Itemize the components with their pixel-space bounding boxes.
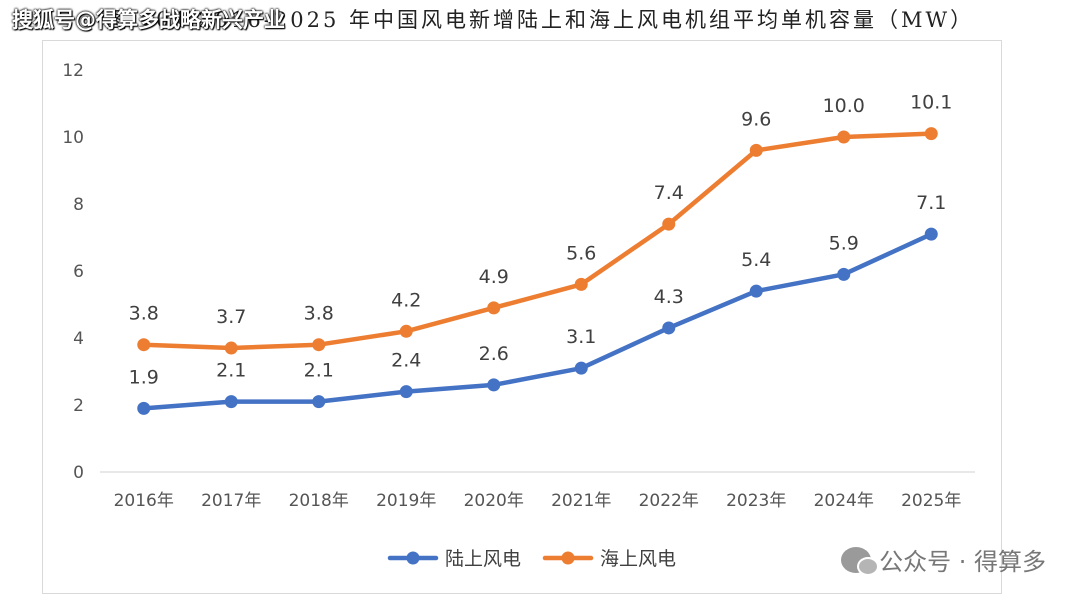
series-1-point xyxy=(837,267,851,281)
x-tick-label: 2021年 xyxy=(551,491,611,511)
x-tick-label: 2018年 xyxy=(289,491,349,511)
series-2-data-label: 3.8 xyxy=(129,303,159,325)
legend-label-1: 陆上风电 xyxy=(445,548,521,570)
series-2-point xyxy=(837,130,851,144)
series-1-point xyxy=(137,401,151,415)
series-2-data-label: 10.1 xyxy=(910,92,952,114)
series-1-data-label: 2.4 xyxy=(391,350,421,372)
series-1-point xyxy=(487,378,501,392)
series-2-data-label: 9.6 xyxy=(741,108,771,130)
legend-marker-2 xyxy=(561,551,575,565)
series-2-point xyxy=(924,127,938,141)
series-1-data-label: 2.1 xyxy=(304,360,334,382)
wechat-icon xyxy=(841,546,880,576)
source-tag: 搜狐号@得算多战略新兴产业 xyxy=(12,8,285,32)
series-line-2 xyxy=(141,131,934,351)
series-2-data-label: 10.0 xyxy=(823,95,865,117)
x-tick-label: 2025年 xyxy=(901,491,961,511)
y-tick-label: 4 xyxy=(73,329,84,349)
series-1-data-label: 1.9 xyxy=(129,366,159,388)
x-tick-label: 2022年 xyxy=(639,491,699,511)
series-2-data-label: 5.6 xyxy=(566,242,596,264)
series-2-point xyxy=(662,217,676,231)
series-1-data-label: 7.1 xyxy=(916,192,946,214)
series-2-point xyxy=(749,143,763,157)
y-tick-label: 6 xyxy=(73,262,84,282)
series-1-data-label: 5.4 xyxy=(741,249,771,271)
series-1-point xyxy=(924,227,938,241)
series-2-data-label: 4.9 xyxy=(479,266,509,288)
series-1-point xyxy=(224,395,238,409)
x-tick-label: 2019年 xyxy=(376,491,436,511)
series-1-point xyxy=(574,361,588,375)
series-2-point xyxy=(312,338,326,352)
y-tick-label: 10 xyxy=(62,128,84,148)
series-1-point xyxy=(749,284,763,298)
series-1-point xyxy=(399,385,413,399)
y-tick-label: 12 xyxy=(62,61,84,81)
series-1-data-label: 2.6 xyxy=(479,343,509,365)
series-1-point xyxy=(312,395,326,409)
x-tick-label: 2023年 xyxy=(726,491,786,511)
series-2-point xyxy=(487,301,501,315)
chart-title: 图 104 2016-2025 年中国风电新增陆上和海上风电机组平均单机容量（M… xyxy=(105,8,975,32)
series-line-1 xyxy=(141,231,934,411)
series-1-data-label: 3.1 xyxy=(566,326,596,348)
x-tick-label: 2024年 xyxy=(814,491,874,511)
watermark-text: 公众号 · 得算多 xyxy=(879,548,1046,576)
y-tick-label: 0 xyxy=(73,463,84,483)
series-2-point xyxy=(137,338,151,352)
series-2-point xyxy=(574,277,588,291)
series-2-data-label: 3.7 xyxy=(216,306,246,328)
series-2-data-label: 7.4 xyxy=(654,182,684,204)
series-1-point xyxy=(662,321,676,335)
y-tick-label: 8 xyxy=(73,195,84,215)
x-tick-label: 2020年 xyxy=(464,491,524,511)
legend-marker-1 xyxy=(406,551,420,565)
watermark: 公众号 · 得算多 xyxy=(841,542,1046,577)
series-2-data-label: 3.8 xyxy=(304,303,334,325)
series-2-data-label: 4.2 xyxy=(391,289,421,311)
x-tick-label: 2016年 xyxy=(114,491,174,511)
series-1-data-label: 4.3 xyxy=(654,286,684,308)
series-2-point xyxy=(399,324,413,338)
x-tick-label: 2017年 xyxy=(201,491,261,511)
y-tick-label: 2 xyxy=(73,396,84,416)
series-2-point xyxy=(224,341,238,355)
series-1-data-label: 2.1 xyxy=(216,360,246,382)
legend-label-2: 海上风电 xyxy=(600,548,676,570)
series-1-data-label: 5.9 xyxy=(829,232,859,254)
